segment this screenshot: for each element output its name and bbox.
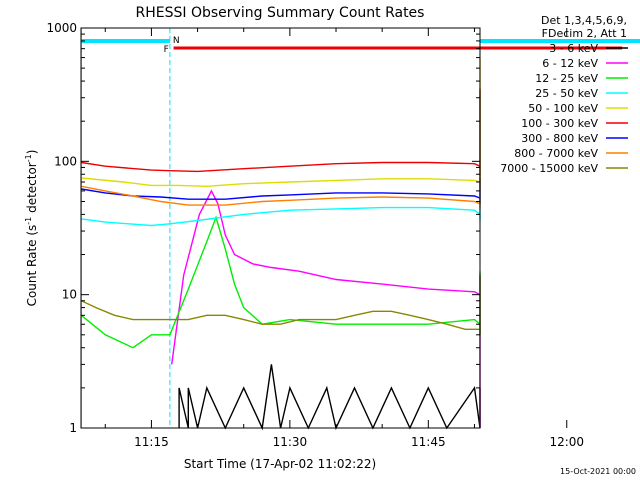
series-line (81, 88, 481, 176)
legend-label: 100 - 300 keV (521, 117, 598, 130)
legend-label: 300 - 800 keV (521, 132, 598, 145)
y-tick-label: 1000 (46, 21, 77, 35)
legend-label: 3 - 6 keV (549, 42, 598, 55)
y-axis-label: Count Rate (s-1 detector-1) (24, 150, 39, 307)
legend-header: FDecim 2, Att 1 (542, 27, 627, 40)
series-line (81, 175, 481, 209)
legend-label: 25 - 50 keV (535, 87, 598, 100)
legend: Det 1,3,4,5,6,9,FDecim 2, Att 1 3 - 6 keV… (500, 14, 628, 175)
series-line (80, 215, 481, 349)
series-line (171, 189, 481, 428)
y-tick-label: 100 (54, 154, 77, 168)
x-axis-label: Start Time (17-Apr-02 11:02:22) (184, 457, 376, 471)
night-flag-label: N (173, 36, 180, 46)
legend-label: 50 - 100 keV (528, 102, 598, 115)
legend-label: 6 - 12 keV (542, 57, 598, 70)
series-line (178, 364, 481, 431)
y-axis: 1 10 100 1000 (46, 21, 480, 435)
series-line (81, 275, 481, 335)
x-tick-label: 11:30 (273, 435, 308, 449)
series-line (81, 92, 481, 227)
series-line (81, 177, 481, 204)
y-tick-label: 10 (62, 288, 77, 302)
chart-title: RHESSI Observing Summary Count Rates (136, 5, 425, 21)
x-tick-label: 11:15 (134, 435, 169, 449)
legend-label: 12 - 25 keV (535, 72, 598, 85)
footer-date: 15-Oct-2021 00:00 (560, 467, 636, 476)
legend-header: Det 1,3,4,5,6,9, (541, 14, 627, 27)
flare-flag-label: F (164, 45, 169, 55)
series-line (81, 58, 481, 188)
plot-frame (80, 27, 481, 429)
y-tick-label: 1 (69, 421, 77, 435)
x-tick-label: 11:45 (411, 435, 446, 449)
series-layer (80, 58, 481, 431)
legend-label: 7000 - 15000 keV (500, 162, 598, 175)
legend-label: 800 - 7000 keV (514, 147, 598, 160)
x-tick-label: 12:00 (549, 435, 584, 449)
